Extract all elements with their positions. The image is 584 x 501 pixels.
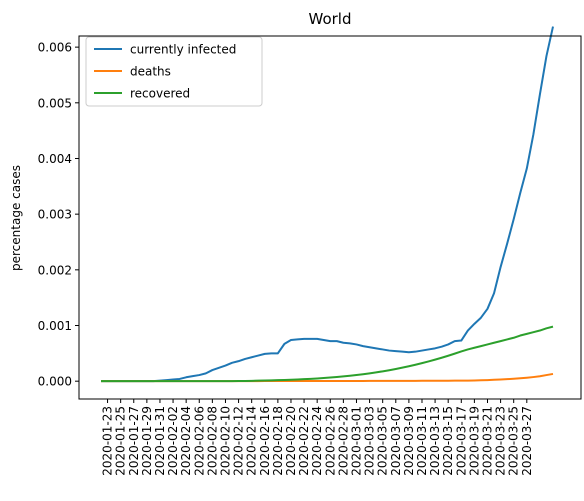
x-tick-label: 2020-03-21 [480,406,494,476]
x-tick-label: 2020-03-03 [363,406,377,476]
chart-title: World [309,10,352,28]
x-tick-label: 2020-03-17 [454,406,468,476]
legend-label-deaths: deaths [130,65,171,79]
y-axis-ticks: 0.000 0.001 0.002 0.003 0.004 0.005 0.006 [38,41,79,389]
series-line-currently-infected [101,26,554,383]
x-tick-label: 2020-02-08 [205,406,219,476]
x-axis-ticks: 2020-01-23 2020-01-25 2020-01-27 2020-01-29… [101,399,534,476]
y-axis-label: percentage cases [9,165,23,271]
x-tick-label: 2020-02-20 [284,406,298,476]
legend: currently infected deaths recovered [85,36,263,107]
x-tick-label: 2020-03-19 [467,406,481,476]
x-tick-label: 2020-01-27 [127,406,141,476]
x-tick-label: 2020-03-23 [494,406,508,476]
x-tick-label: 2020-02-28 [336,406,350,476]
x-tick-label: 2020-02-16 [258,406,272,476]
x-tick-label: 2020-02-22 [297,406,311,476]
y-tick-label: 0.002 [38,263,72,277]
y-tick-label: 0.005 [38,96,72,110]
x-tick-label: 2020-03-11 [415,406,429,476]
y-tick-label: 0.000 [38,375,72,389]
series-layer [101,26,554,383]
y-tick-label: 0.003 [38,208,72,222]
x-tick-label: 2020-02-06 [192,406,206,476]
x-tick-label: 2020-03-09 [402,406,416,476]
y-tick-label: 0.006 [38,41,72,55]
y-tick-label: 0.001 [38,319,72,333]
x-tick-label: 2020-02-12 [232,406,246,476]
x-tick-label: 2020-03-05 [376,406,390,476]
x-tick-label: 2020-02-26 [323,406,337,476]
legend-label-recovered: recovered [130,87,190,101]
x-tick-label: 2020-03-13 [428,406,442,476]
legend-label-currently-infected: currently infected [130,43,236,57]
legend-box [85,36,263,107]
x-tick-label: 2020-03-15 [441,406,455,476]
x-tick-label: 2020-03-07 [389,406,403,476]
x-tick-label: 2020-02-04 [179,406,193,476]
x-tick-label: 2020-01-29 [140,406,154,476]
x-tick-label: 2020-02-24 [310,406,324,476]
x-tick-label: 2020-01-23 [101,406,115,476]
x-tick-label: 2020-03-25 [507,406,521,476]
x-tick-label: 2020-03-01 [349,406,363,476]
x-tick-label: 2020-02-02 [166,406,180,476]
plot-frame [78,35,582,400]
x-tick-label: 2020-01-25 [114,406,128,476]
x-tick-label: 2020-03-27 [520,406,534,476]
x-tick-label: 2020-02-18 [271,406,285,476]
plot-area: 0.000 0.001 0.002 0.003 0.004 0.005 0.006 2020… [38,26,582,476]
y-tick-label: 0.004 [38,152,72,166]
x-tick-label: 2020-01-31 [153,406,167,476]
series-line-recovered [101,325,554,383]
x-tick-label: 2020-02-14 [245,406,259,476]
x-tick-label: 2020-02-10 [218,406,232,476]
